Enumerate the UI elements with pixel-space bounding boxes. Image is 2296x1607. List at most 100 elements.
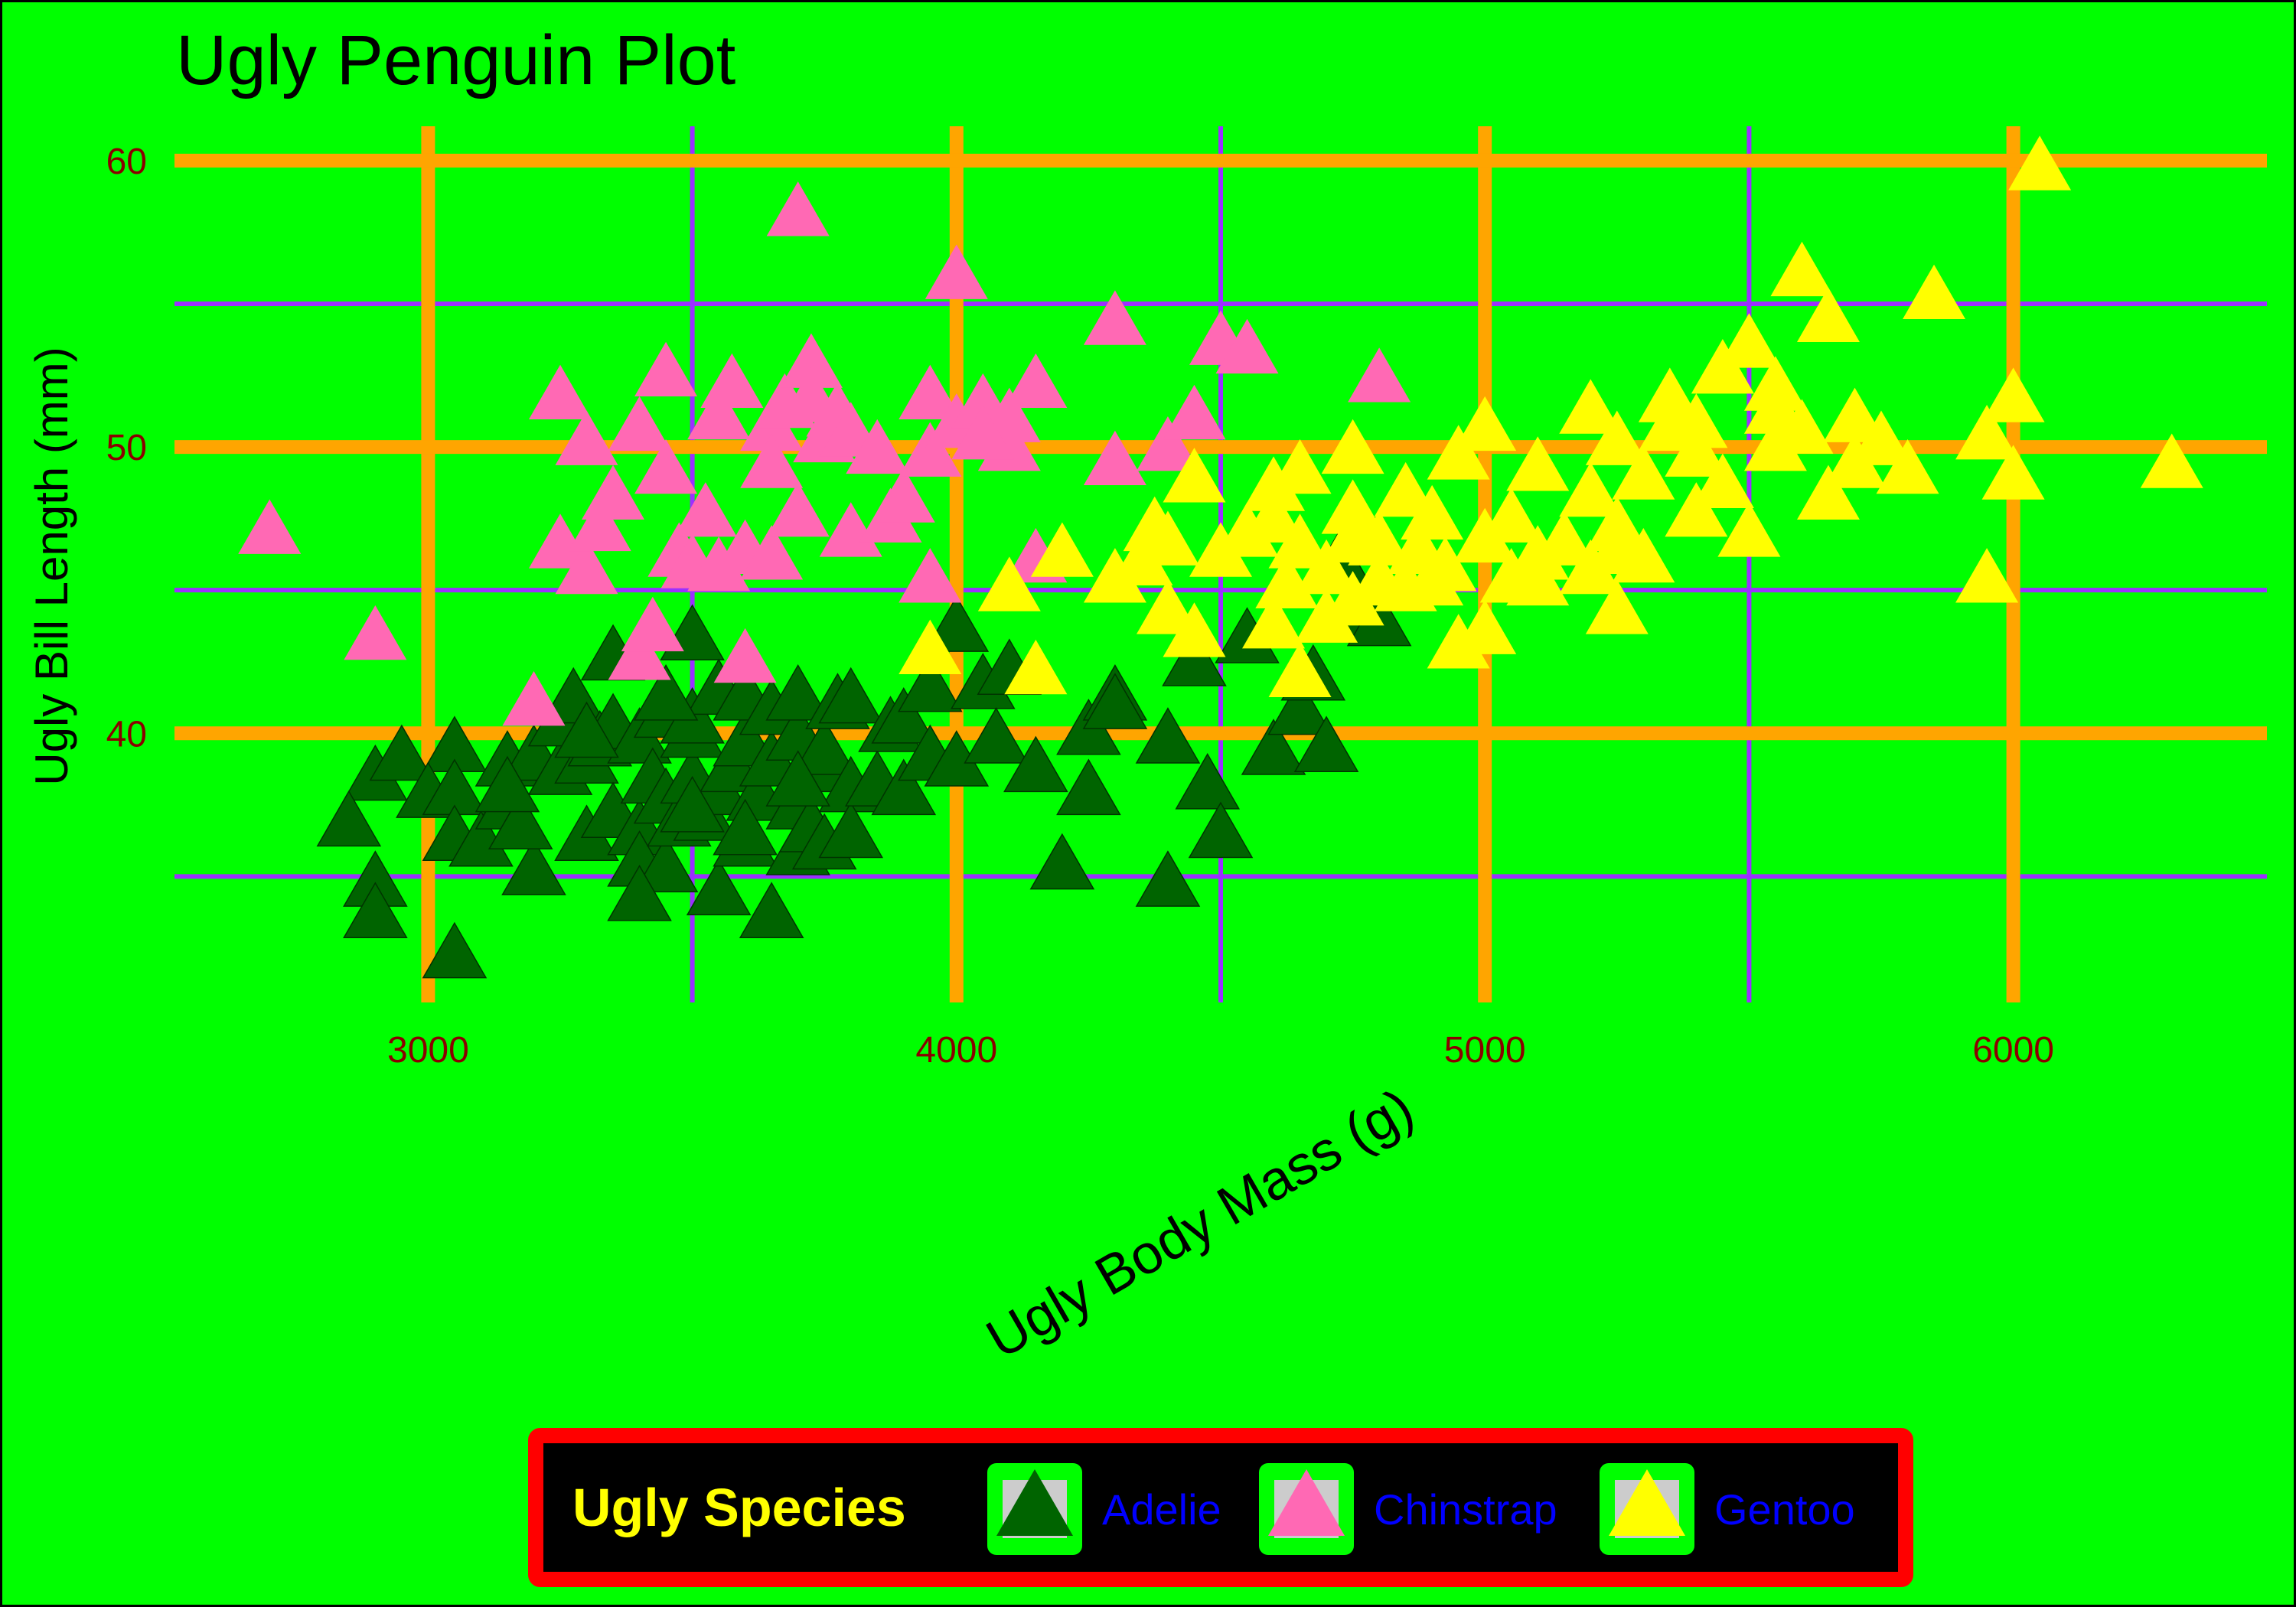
- data-point-gentoo: [1242, 456, 1306, 511]
- data-point-chinstrap: [555, 539, 618, 595]
- data-point-gentoo: [1506, 436, 1570, 491]
- data-point-adelie: [1135, 707, 1201, 764]
- x-tick-label: 4000: [915, 1030, 997, 1071]
- data-point-adelie: [1082, 673, 1148, 729]
- data-point-adelie: [475, 755, 540, 813]
- data-point-adelie: [964, 707, 1029, 764]
- data-point-adelie: [501, 839, 566, 895]
- data-point-chinstrap: [1004, 353, 1068, 409]
- data-point-gentoo: [1242, 594, 1306, 649]
- data-point-chinstrap: [951, 405, 1015, 460]
- points-layer: [238, 135, 2203, 979]
- data-point-gentoo: [1559, 461, 1623, 517]
- data-point-gentoo: [1743, 356, 1807, 411]
- data-point-gentoo: [1876, 438, 1939, 494]
- data-point-adelie: [791, 719, 857, 775]
- data-point-gentoo: [1665, 393, 1728, 448]
- data-point-gentoo: [1612, 527, 1675, 583]
- y-tick-label: 40: [106, 714, 147, 755]
- data-point-adelie: [488, 793, 553, 850]
- data-point-gentoo: [1823, 387, 1887, 442]
- data-point-chinstrap: [634, 341, 698, 397]
- data-point-adelie: [924, 595, 990, 652]
- data-point-gentoo: [1215, 502, 1279, 557]
- data-point-adelie: [316, 790, 382, 847]
- data-point-gentoo: [1163, 602, 1226, 657]
- data-point-adelie: [554, 701, 619, 758]
- data-point-gentoo: [1585, 410, 1649, 465]
- data-point-chinstrap: [713, 627, 777, 683]
- data-point-gentoo: [1242, 487, 1306, 543]
- legend-marker-chinstrap: [1268, 1469, 1345, 1536]
- data-point-adelie: [660, 775, 725, 833]
- data-point-chinstrap: [502, 671, 566, 726]
- x-tick-label: 5000: [1444, 1030, 1526, 1071]
- data-point-gentoo: [1321, 507, 1384, 563]
- data-point-adelie: [633, 664, 699, 721]
- legend-marker-adelie: [996, 1469, 1073, 1536]
- data-point-chinstrap: [1215, 318, 1279, 374]
- data-point-gentoo: [1691, 453, 1754, 508]
- y-axis-label: Ugly Bill Length (mm): [26, 347, 77, 786]
- data-point-gentoo: [1506, 525, 1570, 580]
- data-point-adelie: [1188, 801, 1254, 859]
- data-point-adelie: [1162, 630, 1227, 686]
- data-point-chinstrap: [555, 410, 618, 465]
- data-point-adelie: [607, 864, 672, 921]
- data-point-adelie: [1175, 753, 1241, 810]
- data-point-chinstrap: [687, 536, 751, 592]
- data-point-chinstrap: [608, 396, 671, 451]
- data-point-chinstrap: [899, 422, 962, 477]
- data-point-adelie: [818, 667, 884, 724]
- data-point-chinstrap: [344, 605, 407, 660]
- data-point-gentoo: [1136, 510, 1199, 566]
- data-point-gentoo: [1004, 639, 1068, 695]
- data-point-chinstrap: [238, 499, 302, 554]
- data-point-gentoo: [1321, 419, 1384, 474]
- data-point-gentoo: [1479, 487, 1543, 543]
- data-point-chinstrap: [528, 364, 592, 419]
- data-point-chinstrap: [766, 482, 830, 537]
- data-point-gentoo: [1665, 422, 1728, 477]
- data-point-chinstrap: [1083, 430, 1146, 486]
- data-point-chinstrap: [634, 438, 698, 494]
- data-point-adelie: [1029, 833, 1095, 890]
- data-point-gentoo: [1401, 484, 1464, 540]
- data-point-gentoo: [1255, 553, 1319, 608]
- legend-label-gentoo: Gentoo: [1714, 1485, 1855, 1534]
- data-point-chinstrap: [899, 364, 962, 419]
- data-point-gentoo: [1903, 264, 1966, 320]
- data-point-chinstrap: [740, 525, 804, 580]
- data-point-adelie: [343, 882, 408, 939]
- data-point-adelie: [1056, 758, 1121, 816]
- tick-label-layer: 3000 4000 5000 6000 40 50 60: [106, 142, 2054, 1071]
- data-point-adelie: [1135, 850, 1201, 907]
- data-point-gentoo: [1665, 482, 1728, 537]
- data-point-gentoo: [2140, 433, 2203, 488]
- legend-box: [528, 1428, 1913, 1587]
- data-point-chinstrap: [1136, 416, 1199, 471]
- data-point-chinstrap: [1083, 290, 1146, 345]
- data-point-chinstrap: [1163, 384, 1226, 440]
- legend-marker-gentoo: [1609, 1469, 1685, 1536]
- data-point-chinstrap: [766, 181, 830, 236]
- data-point-gentoo: [899, 619, 962, 675]
- x-tick-label: 3000: [387, 1030, 469, 1071]
- data-point-adelie: [739, 882, 804, 939]
- data-point-adelie: [1003, 735, 1068, 793]
- data-point-gentoo: [1268, 642, 1332, 697]
- legend-label-adelie: Adelie: [1102, 1485, 1221, 1534]
- data-point-adelie: [1293, 715, 1359, 772]
- y-tick-label: 50: [106, 428, 147, 468]
- data-point-chinstrap: [687, 384, 751, 440]
- data-point-gentoo: [1401, 550, 1464, 606]
- data-point-adelie: [818, 801, 884, 859]
- legend-entries: Adelie Chinstrap Gentoo: [987, 1463, 1855, 1555]
- data-point-gentoo: [1717, 313, 1781, 368]
- data-point-gentoo: [1427, 425, 1490, 480]
- data-point-gentoo: [1321, 479, 1384, 534]
- data-point-adelie: [1241, 719, 1306, 775]
- data-point-adelie: [765, 750, 830, 807]
